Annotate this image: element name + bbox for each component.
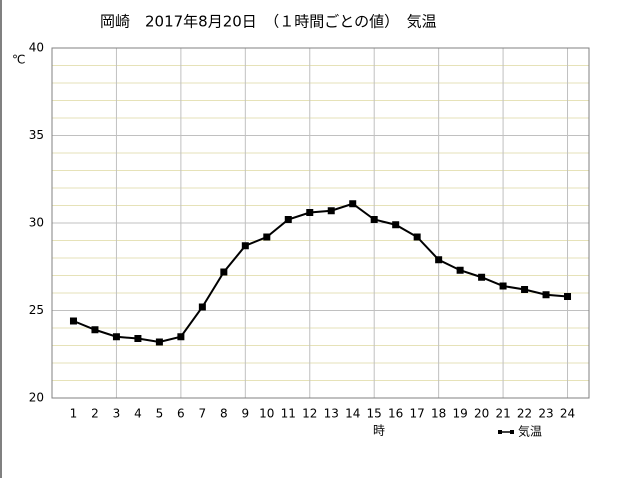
legend-marker bbox=[498, 430, 502, 434]
y-tick-label: 20 bbox=[29, 391, 44, 405]
data-point bbox=[220, 268, 228, 276]
x-tick-label: 10 bbox=[259, 407, 274, 421]
chart-title: 岡崎 2017年8月20日 （１時間ごとの値） 気温 bbox=[100, 13, 437, 31]
y-tick-label: 25 bbox=[29, 303, 44, 317]
y-tick-label: 30 bbox=[29, 216, 44, 230]
x-tick-label: 7 bbox=[199, 407, 207, 421]
data-point bbox=[370, 216, 378, 223]
data-point bbox=[499, 282, 507, 290]
x-tick-label: 15 bbox=[367, 407, 382, 421]
x-tick-label: 6 bbox=[177, 407, 185, 421]
x-tick-label: 3 bbox=[113, 407, 121, 421]
x-tick-label: 18 bbox=[431, 407, 446, 421]
y-tick-label: 40 bbox=[29, 41, 44, 55]
x-tick-label: 13 bbox=[324, 407, 339, 421]
data-point bbox=[155, 338, 163, 346]
data-point bbox=[91, 326, 99, 334]
x-tick-label: 16 bbox=[388, 407, 403, 421]
data-point bbox=[349, 200, 357, 208]
plot-border bbox=[51, 47, 590, 399]
x-axis-label: 時 bbox=[373, 424, 385, 438]
x-tick-label: 11 bbox=[281, 407, 296, 421]
data-point bbox=[263, 233, 271, 241]
data-point bbox=[284, 216, 292, 223]
legend-label: 気温 bbox=[518, 424, 542, 439]
x-tick-label: 17 bbox=[410, 407, 425, 421]
data-point bbox=[392, 221, 400, 229]
y-axis-label: ℃ bbox=[12, 53, 25, 67]
data-point bbox=[177, 333, 185, 341]
data-point bbox=[112, 333, 120, 341]
data-point bbox=[306, 209, 314, 216]
x-tick-label: 20 bbox=[474, 407, 489, 421]
x-tick-label: 22 bbox=[517, 407, 532, 421]
x-tick-label: 21 bbox=[495, 407, 510, 421]
x-tick-label: 4 bbox=[134, 407, 142, 421]
x-tick-label: 14 bbox=[345, 407, 360, 421]
x-tick-label: 2 bbox=[91, 407, 99, 421]
x-tick-label: 19 bbox=[452, 407, 467, 421]
data-point bbox=[241, 242, 249, 250]
x-tick-label: 1 bbox=[70, 407, 78, 421]
x-tick-label: 9 bbox=[241, 407, 249, 421]
data-point bbox=[435, 256, 443, 264]
data-point bbox=[478, 273, 486, 281]
data-point bbox=[198, 303, 206, 311]
legend-marker bbox=[510, 430, 514, 434]
data-point bbox=[69, 317, 77, 325]
y-tick-label: 35 bbox=[29, 128, 44, 142]
data-point bbox=[542, 291, 550, 299]
data-line bbox=[73, 202, 568, 344]
data-point bbox=[521, 286, 529, 293]
data-point bbox=[456, 266, 464, 274]
x-tick-label: 12 bbox=[302, 407, 317, 421]
data-point bbox=[564, 293, 572, 300]
x-tick-label: 24 bbox=[560, 407, 575, 421]
x-tick-label: 8 bbox=[220, 407, 228, 421]
x-tick-label: 23 bbox=[538, 407, 553, 421]
x-tick-label: 5 bbox=[156, 407, 164, 421]
data-point bbox=[413, 233, 421, 241]
data-point bbox=[134, 335, 142, 342]
data-point bbox=[327, 207, 335, 215]
